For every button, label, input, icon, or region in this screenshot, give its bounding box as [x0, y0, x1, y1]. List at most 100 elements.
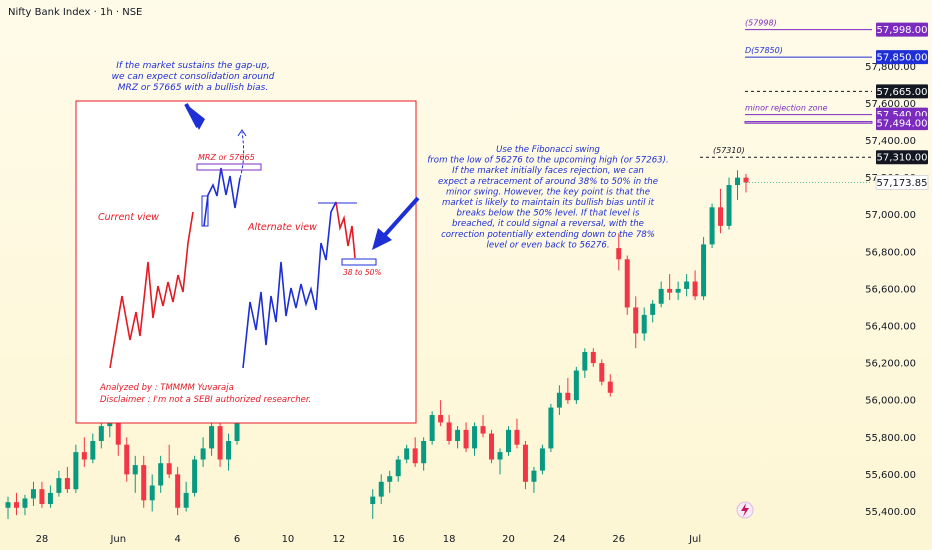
x-tick-label: 16	[392, 534, 405, 545]
y-tick-label: 55,600.00	[865, 470, 916, 481]
projection-arrowhead	[237, 129, 247, 137]
x-axis: 28 Jun 4 6 10 12 16 18 20 24 26 Jul	[36, 534, 702, 545]
candle-body	[124, 444, 130, 475]
y-tick-label: 56,800.00	[865, 247, 916, 258]
level-tag: D(57850)	[745, 46, 783, 55]
candle-body	[39, 489, 45, 505]
retrace-arrow-shaft	[382, 196, 420, 238]
candle-body	[73, 452, 79, 490]
x-tick-label: 6	[234, 534, 240, 545]
candle-body	[573, 370, 579, 401]
candle-body	[650, 303, 656, 315]
y-axis: 55,400.00 55,600.00 55,800.00 56,000.00 56,2…	[865, 62, 916, 518]
candle-body	[64, 478, 70, 490]
mrz-label: MRZ or 57665	[198, 153, 255, 162]
y-tick-label: 57,600.00	[865, 99, 916, 110]
candle-body	[30, 489, 36, 499]
level-price-label: 57,310.00	[877, 153, 928, 164]
candle-body	[692, 281, 698, 297]
candle-body	[565, 392, 571, 401]
candle-body	[183, 492, 189, 508]
y-tick-label: 57,400.00	[865, 136, 916, 147]
candle-body	[599, 363, 605, 382]
candle-body	[395, 459, 401, 477]
candle-body	[192, 459, 198, 493]
candle-body	[667, 288, 673, 293]
candle-body	[175, 474, 181, 508]
candle-body	[472, 426, 478, 449]
candle-body	[718, 207, 724, 226]
candle-body	[505, 429, 511, 453]
current-view-consolidation	[203, 167, 241, 227]
y-tick-label: 56,400.00	[865, 322, 916, 333]
candle-body	[641, 314, 647, 334]
mrz-zone-box	[196, 163, 262, 171]
retrace-label: 38 to 50%	[343, 268, 382, 277]
candle-body	[158, 463, 164, 486]
level-price-box	[876, 116, 928, 131]
level-price-box	[876, 50, 928, 65]
annotation-line: breached, it could signal a reversal, wi…	[452, 219, 644, 229]
candle-body	[548, 407, 554, 449]
candle-body	[115, 415, 121, 445]
candle-body	[5, 502, 11, 508]
y-tick-label: 55,800.00	[865, 433, 916, 444]
consolidation-box	[201, 195, 209, 227]
candle-body	[429, 415, 435, 441]
candle-body	[743, 177, 749, 183]
y-tick-label: 56,200.00	[865, 359, 916, 370]
candle-body	[556, 392, 562, 408]
candle-body	[514, 429, 520, 445]
candle-body	[446, 422, 452, 441]
annotation-line: expect a retracement of around 38% to 50…	[438, 177, 658, 187]
x-tick-label: 12	[332, 534, 345, 545]
level-price-box	[876, 150, 928, 165]
gapup-annotation-line: MRZ or 57665 with a bullish bias.	[118, 83, 268, 93]
inset-box	[75, 100, 417, 424]
candle-body	[421, 440, 427, 464]
candle-body	[582, 351, 588, 371]
y-tick-label: 57,800.00	[865, 62, 916, 73]
candle-body	[438, 415, 444, 423]
last-price-box	[875, 174, 929, 190]
level-price-label: 57,998.00	[877, 25, 928, 36]
x-tick-label: 18	[443, 534, 456, 545]
candle-body	[370, 496, 376, 505]
candle-body	[590, 351, 596, 364]
alternate-view-retrace	[335, 201, 356, 259]
projection-dashed	[239, 131, 245, 179]
candle-body	[616, 248, 622, 260]
candle-body	[234, 407, 240, 441]
candle-body	[463, 429, 469, 449]
candle-body	[47, 492, 53, 505]
candle-body	[226, 440, 232, 460]
candle-body	[387, 476, 393, 482]
candle-body	[539, 448, 545, 471]
candle-body	[412, 448, 418, 464]
price-levels: (57998) 57,998.00 D(57850) 57,850.00 57,665.…	[700, 19, 929, 190]
disclaimer: Disclaimer : I'm not a SEBI authorized r…	[100, 395, 311, 405]
candle-body	[455, 429, 461, 441]
annotation-line: breaks below the 50% level. If that leve…	[457, 209, 640, 219]
candle-body	[166, 463, 172, 475]
candle-body	[149, 485, 155, 501]
candle-body	[56, 478, 62, 493]
scenario-inset: If the market sustains the gap-up,we can…	[75, 61, 420, 424]
level-price-label: 57,540.00	[877, 110, 928, 121]
candle-body	[675, 288, 681, 293]
candle-body	[658, 288, 664, 304]
lightning-icon	[741, 503, 749, 517]
arrow-shaft	[184, 103, 200, 128]
candle-body	[200, 448, 206, 460]
candle-body	[735, 177, 741, 186]
candle-body	[522, 444, 528, 482]
y-tick-label: 56,000.00	[865, 396, 916, 407]
chart-title: Nifty Bank Index · 1h · NSE	[8, 7, 143, 18]
y-tick-label: 56,600.00	[865, 284, 916, 295]
level-price-label: 57,494.00	[877, 119, 928, 130]
annotation-line: from the low of 56276 to the upcoming hi…	[427, 156, 668, 166]
annotation-line: market is likely to maintain its bullish…	[442, 198, 655, 208]
